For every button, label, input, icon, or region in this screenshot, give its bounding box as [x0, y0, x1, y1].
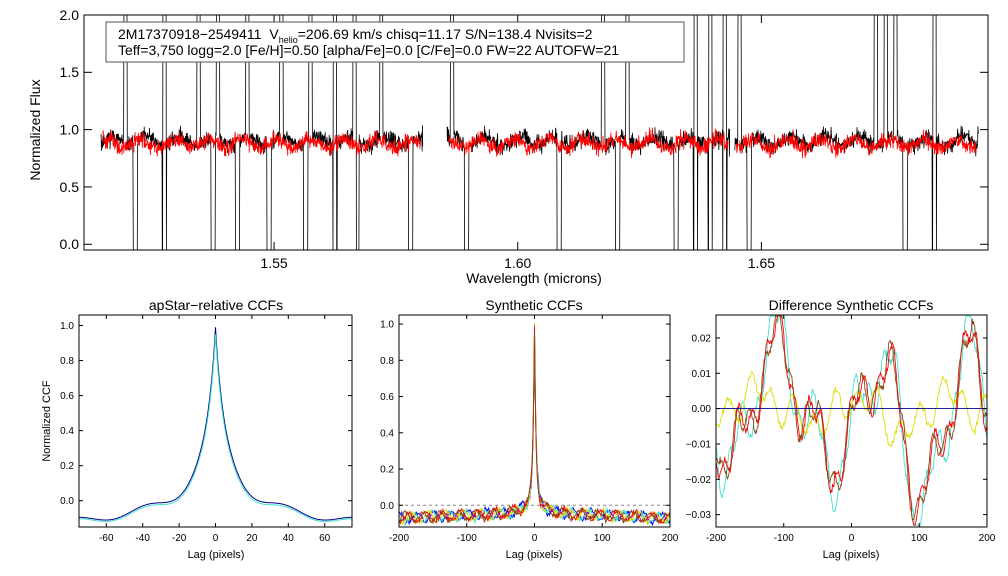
spectrum-lines — [100, 14, 979, 251]
synthetic-ccf-panel: Synthetic CCFs -200 -100 0 100 200 0.0 0.2 0.4 0… — [380, 297, 679, 561]
difference-xlabel: Lag (pixels) — [823, 549, 880, 561]
difference-ytick-label: 0.00 — [692, 404, 712, 415]
apstar-xtick-label: 0 — [213, 533, 219, 544]
synthetic-ytick-label: 0.4 — [380, 428, 394, 439]
difference-xtick-label: -100 — [774, 533, 794, 544]
difference-ccf-panel: Difference Synthetic CCFs -200 -100 0 100 20… — [686, 297, 996, 561]
synthetic-ytick-label: 0.6 — [380, 392, 394, 403]
apstar-ytick-label: 0.4 — [60, 426, 74, 437]
difference-ytick-label: −0.03 — [686, 510, 712, 521]
synthetic-xtick-label: -200 — [389, 533, 409, 544]
apstar-ticks: -60 -40 -20 0 20 40 60 0.0 0.2 0.4 0.6 0.8 1.0 — [60, 315, 352, 544]
apstar-ytick-label: 0.0 — [60, 496, 74, 507]
synthetic-xtick-label: 100 — [594, 533, 611, 544]
apstar-ccf-panel: apStar−relative CCFs -60 -40 -20 0 20 40 60 0.0… — [41, 297, 353, 561]
synthetic-ticks: -200 -100 0 100 200 0.0 0.2 0.4 0.6 0.8 1.0 — [380, 315, 679, 544]
spectrum-ylabel: Normalized Flux — [27, 79, 43, 180]
apstar-xtick-label: 60 — [319, 533, 331, 544]
apstar-xtick-label: 40 — [283, 533, 295, 544]
difference-xtick-label: 200 — [979, 533, 996, 544]
spectrum-ticks: 1.55 1.60 1.65 0.0 0.5 1.0 1.5 2.0 — [60, 7, 988, 271]
difference-ytick-label: −0.01 — [686, 439, 712, 450]
apstar-ytick-label: 0.2 — [60, 461, 74, 472]
annotation-vhelio-value: =206.69 km/s chisq=11.17 S/N=138.4 Nvisi… — [298, 26, 593, 42]
synthetic-ytick-label: 0.2 — [380, 465, 394, 476]
difference-series-template — [715, 315, 988, 526]
difference-ytick-label: −0.02 — [686, 475, 712, 486]
apstar-ylabel: Normalized CCF — [41, 380, 53, 462]
spectrum-axes-frame — [83, 14, 989, 251]
annotation-line1: 2M17370918−2549411 Vhelio=206.69 km/s chi… — [118, 26, 593, 45]
difference-xtick-label: 0 — [849, 533, 855, 544]
difference-ticks: -200 -100 0 100 200 −0.03 −0.02 −0.01 0.00 0.01 0.… — [686, 315, 996, 544]
annotation-frame — [105, 21, 685, 63]
spectrum-series-synthetic — [736, 129, 977, 159]
apstar-xtick-label: -60 — [99, 533, 114, 544]
apstar-xtick-label: -40 — [135, 533, 150, 544]
synthetic-xtick-label: -100 — [457, 533, 477, 544]
spectrum-ytick-label: 1.5 — [60, 64, 80, 80]
apstar-ytick-label: 0.8 — [60, 356, 74, 367]
synthetic-ytick-label: 0.8 — [380, 356, 394, 367]
synthetic-ytick-label: 1.0 — [380, 320, 394, 331]
synthetic-xlabel: Lag (pixels) — [506, 549, 563, 561]
spectrum-panel: 1.55 1.60 1.65 0.0 0.5 1.0 1.5 2.0 Wavelength (… — [27, 7, 989, 286]
synthetic-series-template — [398, 325, 671, 525]
apstar-lines — [79, 327, 352, 522]
spectrum-ytick-label: 0.0 — [60, 236, 80, 252]
spectrum-annotation-box: 2M17370918−2549411 Vhelio=206.69 km/s chi… — [105, 21, 685, 63]
difference-lines — [715, 315, 988, 526]
spectrum-series-synthetic — [102, 129, 422, 157]
apstar-ytick-label: 0.6 — [60, 391, 74, 402]
spectrum-series-synthetic — [448, 127, 729, 159]
spectrum-ytick-label: 2.0 — [60, 7, 80, 23]
spectrum-ytick-label: 0.5 — [60, 179, 80, 195]
difference-xtick-label: 100 — [911, 533, 928, 544]
apstar-xtick-label: -20 — [172, 533, 187, 544]
apstar-xlabel: Lag (pixels) — [188, 549, 245, 561]
spectrum-xlabel: Wavelength (microns) — [466, 270, 602, 286]
spectrum-xtick-label: 1.55 — [260, 255, 287, 271]
spectrum-ytick-label: 1.0 — [60, 122, 80, 138]
annotation-star-id: 2M17370918−2549411 — [118, 26, 262, 42]
apstar-title: apStar−relative CCFs — [149, 297, 283, 313]
synthetic-xtick-label: 200 — [662, 533, 679, 544]
difference-ytick-label: 0.02 — [692, 333, 712, 344]
annotation-line2: Teff=3,750 logg=2.0 [Fe/H]=0.50 [alpha/F… — [118, 42, 619, 58]
synthetic-lines — [398, 322, 671, 527]
spectrum-xtick-label: 1.65 — [748, 255, 775, 271]
difference-title: Difference Synthetic CCFs — [769, 297, 934, 313]
annotation-vhelio-label: V — [269, 26, 279, 42]
difference-series-fit — [715, 315, 988, 521]
difference-xtick-label: -200 — [706, 533, 726, 544]
apstar-ytick-label: 1.0 — [60, 321, 74, 332]
apstar-xtick-label: 20 — [246, 533, 258, 544]
synthetic-series-fit — [398, 331, 671, 525]
spectrum-xtick-label: 1.60 — [504, 255, 531, 271]
synthetic-title: Synthetic CCFs — [485, 297, 582, 313]
apstar-series-visit2 — [79, 334, 352, 522]
apstar-axes-frame — [78, 314, 353, 528]
spectrum-series-observed — [734, 14, 979, 251]
synthetic-xtick-label: 0 — [532, 533, 538, 544]
apstar-series-visit1 — [79, 327, 352, 521]
difference-ytick-label: 0.01 — [692, 369, 712, 380]
annotation-vhelio-sub: helio — [279, 35, 298, 45]
synthetic-ytick-label: 0.0 — [380, 501, 394, 512]
